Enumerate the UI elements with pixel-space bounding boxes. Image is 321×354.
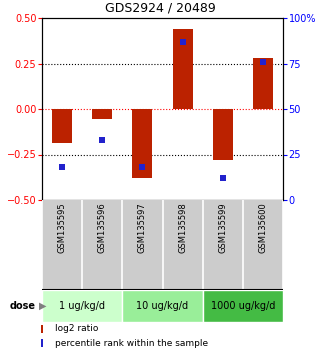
Text: GDS2924 / 20489: GDS2924 / 20489 xyxy=(105,1,216,15)
Text: percentile rank within the sample: percentile rank within the sample xyxy=(56,338,209,348)
Point xyxy=(260,59,265,64)
Bar xyxy=(213,109,233,160)
Bar xyxy=(203,290,283,322)
Bar xyxy=(132,109,152,178)
Text: GSM135598: GSM135598 xyxy=(178,203,187,253)
Text: dose: dose xyxy=(10,301,36,311)
Text: GSM135599: GSM135599 xyxy=(218,203,227,253)
Point xyxy=(140,164,145,170)
Text: log2 ratio: log2 ratio xyxy=(56,324,99,333)
Text: GSM135595: GSM135595 xyxy=(57,203,66,253)
Point xyxy=(220,175,225,181)
Text: ▶: ▶ xyxy=(39,301,46,311)
Bar xyxy=(42,290,122,322)
Bar xyxy=(40,339,43,347)
Text: 1 ug/kg/d: 1 ug/kg/d xyxy=(59,301,105,311)
Bar xyxy=(52,109,72,143)
Bar xyxy=(40,325,43,333)
Bar xyxy=(122,290,203,322)
Point xyxy=(180,39,185,45)
Bar xyxy=(92,109,112,119)
Text: GSM135600: GSM135600 xyxy=(258,203,267,253)
Bar xyxy=(173,29,193,109)
Text: 1000 ug/kg/d: 1000 ug/kg/d xyxy=(211,301,275,311)
Text: 10 ug/kg/d: 10 ug/kg/d xyxy=(136,301,188,311)
Text: GSM135596: GSM135596 xyxy=(98,203,107,253)
Point xyxy=(59,164,65,170)
Bar xyxy=(253,58,273,109)
Point xyxy=(100,137,105,143)
Text: GSM135597: GSM135597 xyxy=(138,203,147,253)
